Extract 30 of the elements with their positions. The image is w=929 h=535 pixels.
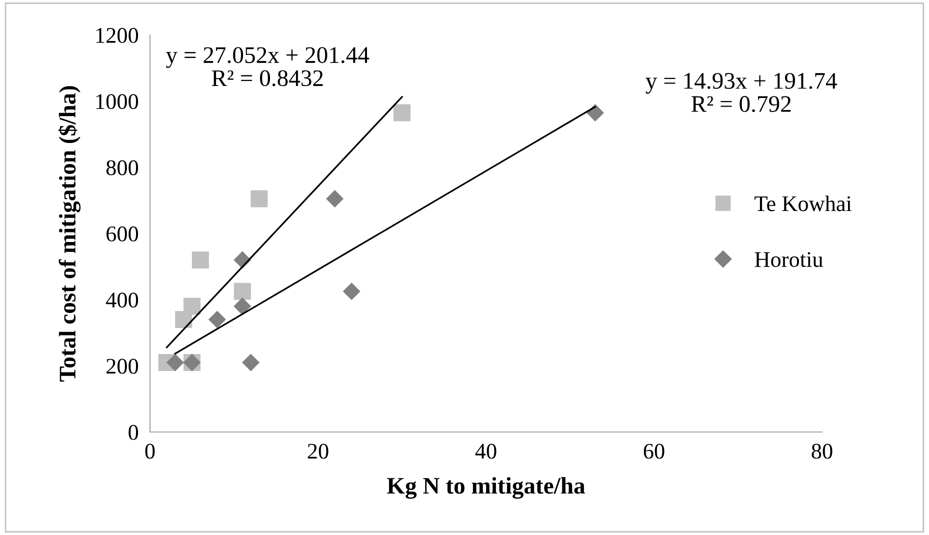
x-tick-label: 60 [644,444,664,459]
point [234,298,252,316]
x-tick-label: 0 [145,444,155,459]
point [166,354,184,372]
annotation: y = 14.93x + 191.74 R² = 0.792 [646,73,837,112]
x-tick-label: 20 [308,444,328,459]
annotation: y = 27.052x + 201.44 R² = 0.8432 [166,47,370,86]
x-tick-label: 80 [812,444,832,459]
point [586,104,604,122]
y-tick-label: 0 [128,424,138,440]
point [234,282,251,300]
point [326,190,344,208]
legend-label: Te Kowhai [754,196,852,212]
y-tick-label: 600 [106,226,138,242]
y-axis-title: Total cost of mitigation ($/ha) [58,86,81,382]
y-tick-label: 1000 [96,94,138,110]
y-tick-label: 400 [106,292,138,308]
x-tick-label: 40 [475,444,496,459]
point [250,190,268,208]
point [192,251,209,268]
x-axis-title: Kg N to mitigate/ha [387,477,585,499]
point [208,310,226,328]
y-tick-label: 1200 [96,28,138,43]
point [242,354,260,372]
point [393,104,411,122]
y-tick-label: 800 [106,160,138,176]
legend-label: Horotiu [754,252,823,268]
point [183,298,201,315]
point [342,282,360,300]
y-tick-label: 200 [106,358,138,374]
